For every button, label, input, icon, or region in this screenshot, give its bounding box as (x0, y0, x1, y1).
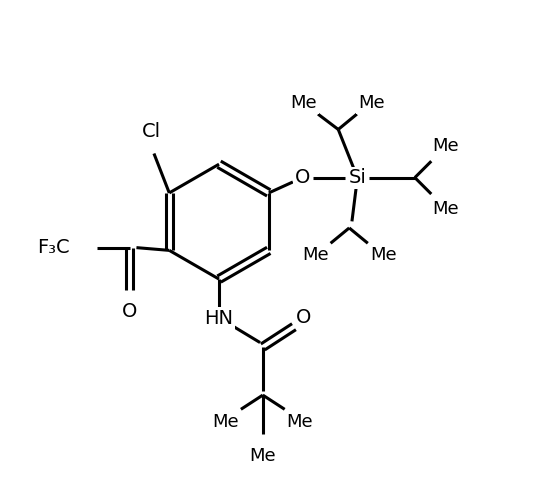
Text: Si: Si (349, 168, 366, 187)
Text: Me: Me (370, 247, 396, 264)
Text: Me: Me (287, 413, 313, 431)
Text: Me: Me (302, 247, 328, 264)
Text: O: O (122, 302, 138, 321)
Text: HN: HN (204, 309, 234, 328)
Text: Me: Me (291, 94, 317, 112)
Text: Me: Me (433, 200, 460, 218)
Text: F₃C: F₃C (37, 238, 70, 257)
Text: Me: Me (433, 137, 460, 155)
Text: O: O (295, 308, 311, 327)
Text: O: O (295, 168, 311, 187)
Text: Me: Me (358, 94, 384, 112)
Text: Me: Me (249, 447, 276, 465)
Text: Cl: Cl (141, 123, 161, 141)
Text: Me: Me (212, 413, 239, 431)
